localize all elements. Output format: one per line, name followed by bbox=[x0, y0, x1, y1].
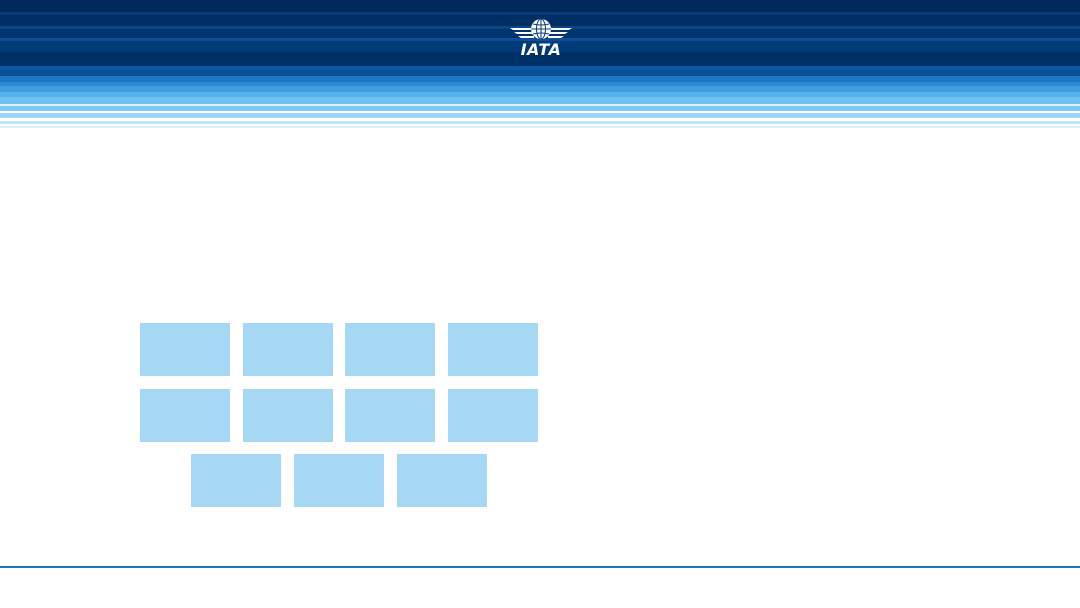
placeholder-tile bbox=[140, 323, 230, 376]
placeholder-tile bbox=[294, 454, 384, 507]
placeholder-tile bbox=[345, 389, 435, 442]
iata-logo-text: IATA bbox=[520, 40, 562, 59]
placeholder-tile bbox=[191, 454, 281, 507]
header-stripe-band: IATA bbox=[0, 0, 1080, 128]
placeholder-tile bbox=[448, 323, 538, 376]
placeholder-tile bbox=[345, 323, 435, 376]
placeholder-tile bbox=[140, 389, 230, 442]
placeholder-tile bbox=[243, 389, 333, 442]
footer-rule bbox=[0, 566, 1080, 568]
placeholder-tile bbox=[448, 389, 538, 442]
iata-logo: IATA bbox=[508, 16, 574, 62]
placeholder-tile bbox=[397, 454, 487, 507]
iata-globe-wings-icon bbox=[510, 18, 572, 40]
placeholder-tile bbox=[243, 323, 333, 376]
